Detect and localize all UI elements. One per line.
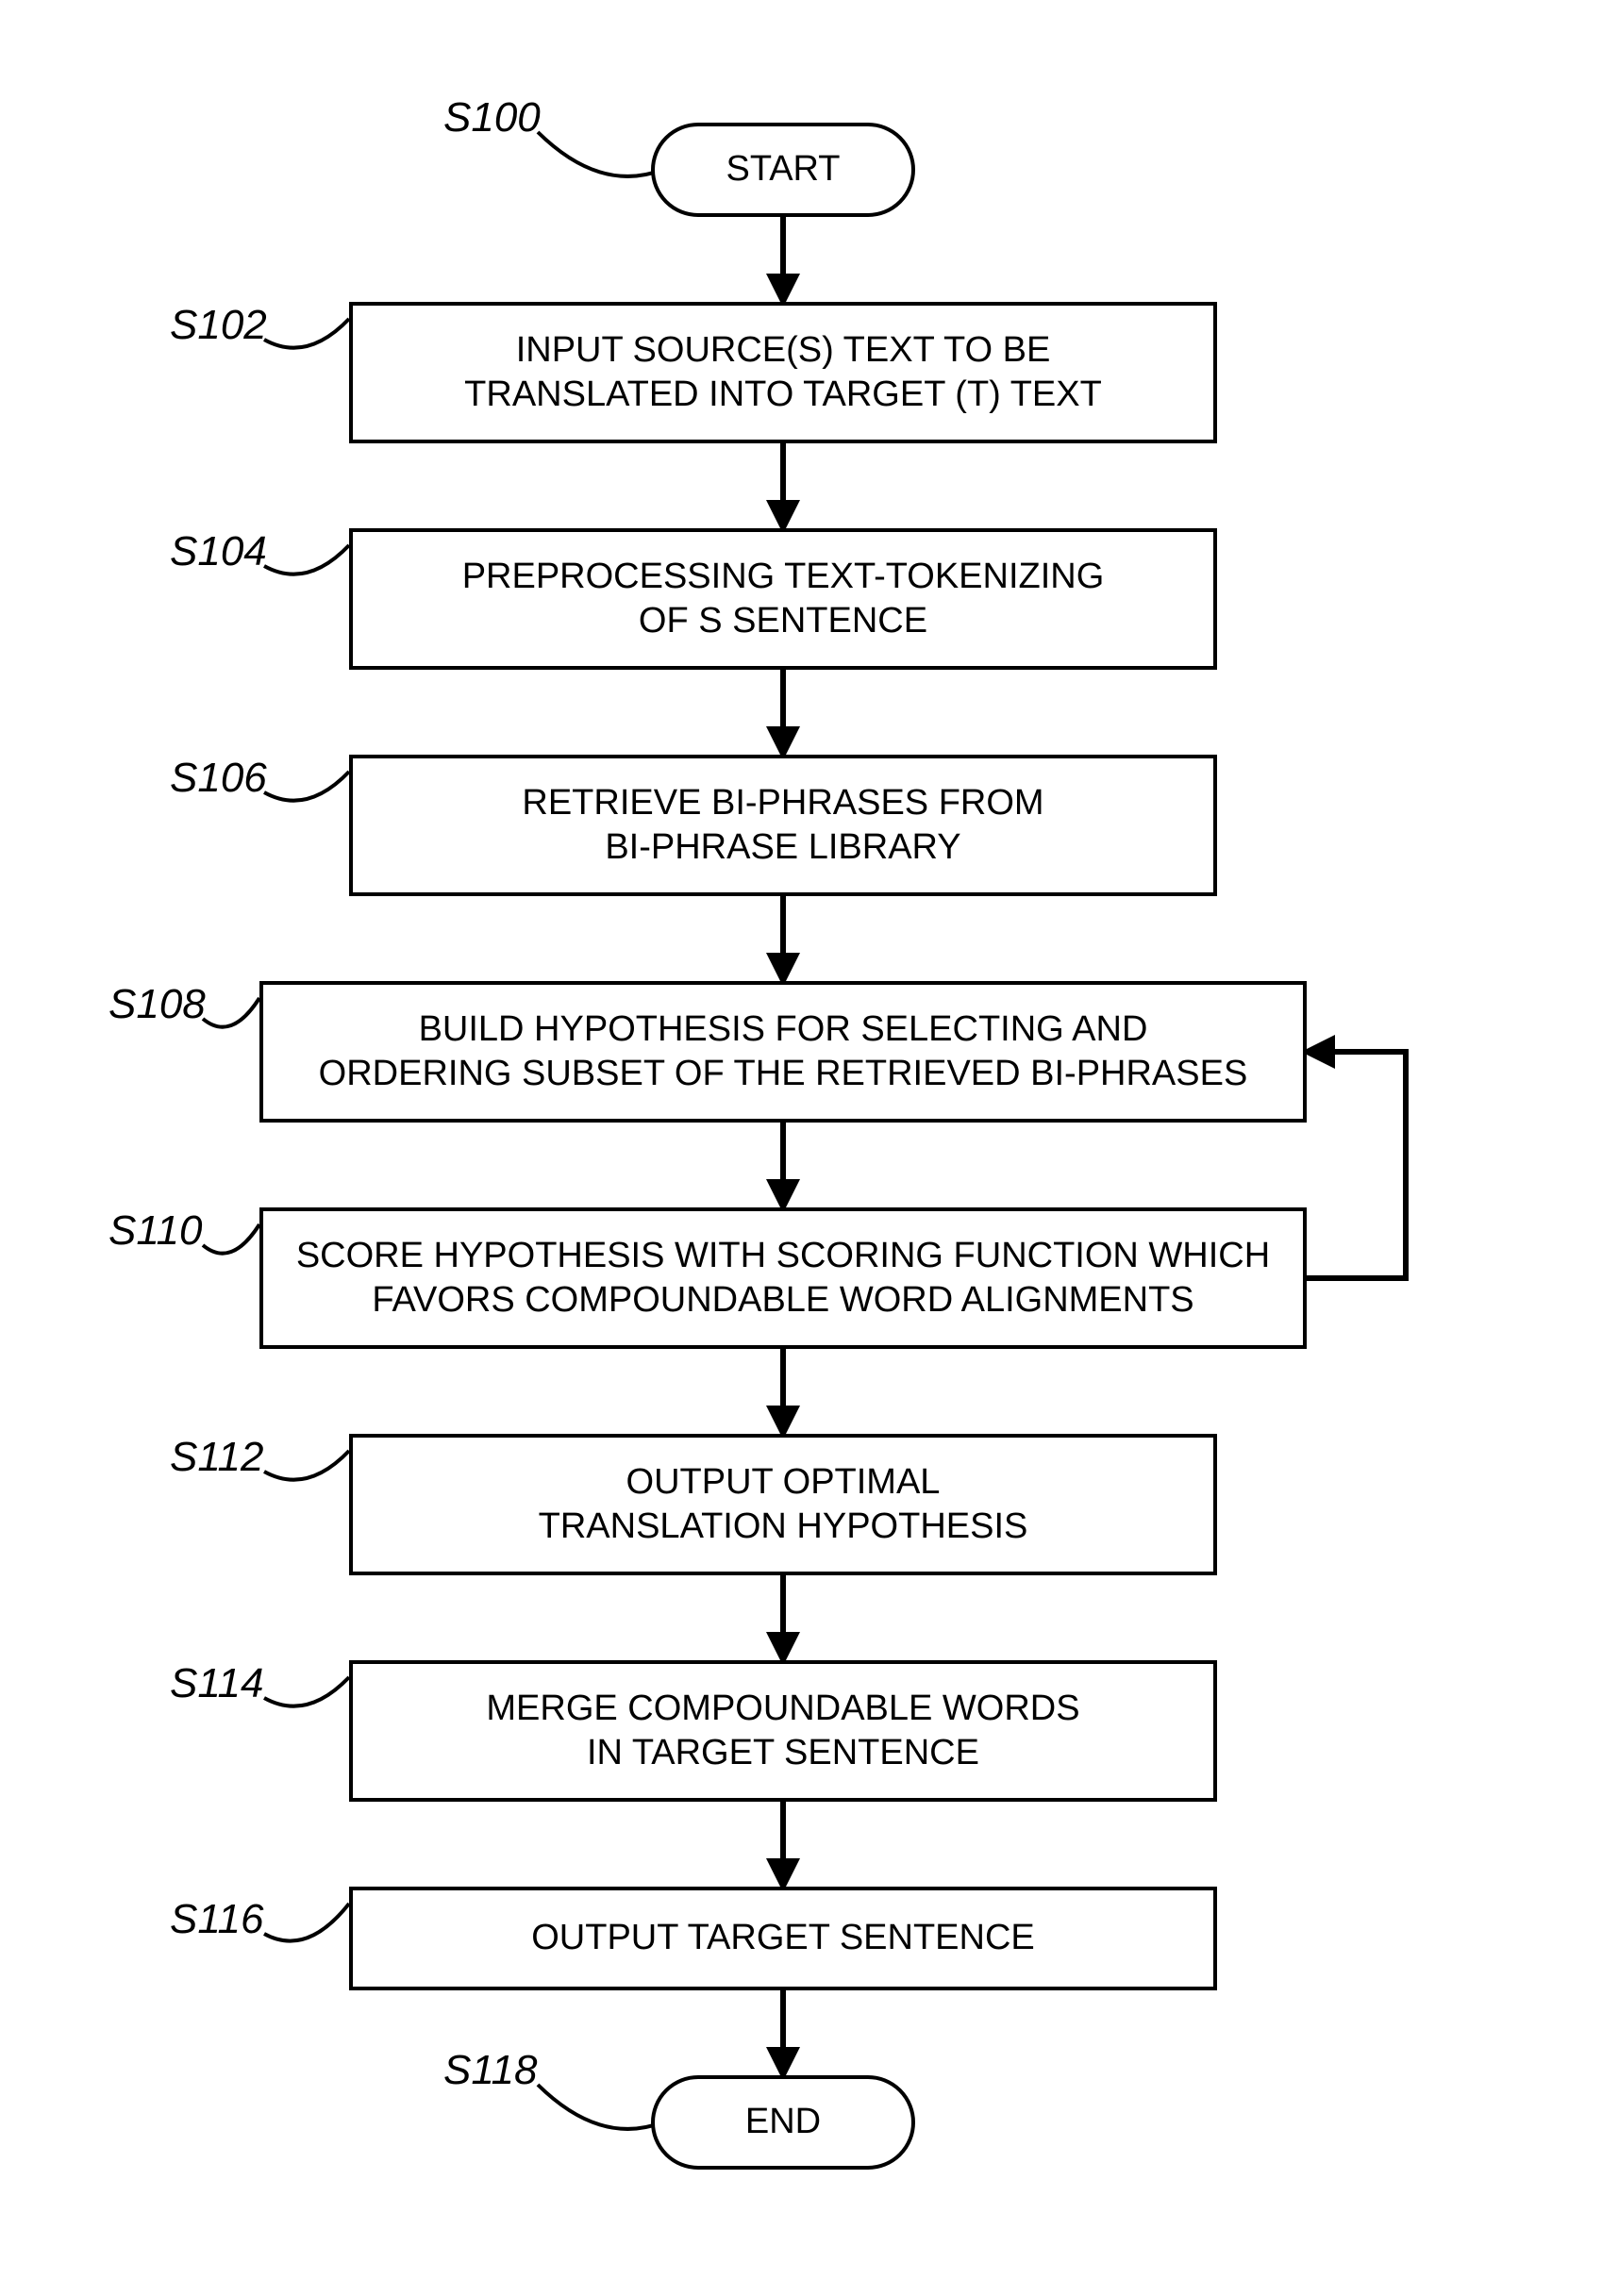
flowchart-node-s104: PREPROCESSING TEXT-TOKENIZING OF S SENTE… <box>349 528 1217 670</box>
node-text: INPUT SOURCE(S) TEXT TO BE TRANSLATED IN… <box>451 328 1115 418</box>
step-label-end: S118 <box>443 2047 538 2094</box>
step-label-s116: S116 <box>170 1896 264 1943</box>
flowchart-node-s114: MERGE COMPOUNDABLE WORDS IN TARGET SENTE… <box>349 1660 1217 1802</box>
step-label-s104: S104 <box>170 528 267 575</box>
step-label-s114: S114 <box>170 1660 264 1707</box>
node-text: OUTPUT OPTIMAL TRANSLATION HYPOTHESIS <box>526 1460 1042 1550</box>
step-label-s110: S110 <box>108 1207 203 1255</box>
flowchart-node-s112: OUTPUT OPTIMAL TRANSLATION HYPOTHESIS <box>349 1434 1217 1575</box>
flowchart-node-s110: SCORE HYPOTHESIS WITH SCORING FUNCTION W… <box>259 1207 1307 1349</box>
node-text: BUILD HYPOTHESIS FOR SELECTING AND ORDER… <box>306 1007 1261 1097</box>
node-text: START <box>712 147 853 192</box>
arrow-s110-to-s108 <box>1307 1052 1406 1278</box>
flowchart-node-start: START <box>651 123 915 217</box>
step-label-s102: S102 <box>170 302 267 349</box>
flowchart-node-s106: RETRIEVE BI-PHRASES FROM BI-PHRASE LIBRA… <box>349 755 1217 896</box>
flowchart-node-s116: OUTPUT TARGET SENTENCE <box>349 1887 1217 1990</box>
node-text: RETRIEVE BI-PHRASES FROM BI-PHRASE LIBRA… <box>509 781 1057 871</box>
label-connector-s110 <box>203 1224 259 1254</box>
label-connector-end <box>538 2085 662 2129</box>
node-text: SCORE HYPOTHESIS WITH SCORING FUNCTION W… <box>283 1234 1283 1323</box>
step-label-s112: S112 <box>170 1434 264 1481</box>
label-connector-s114 <box>264 1677 349 1706</box>
label-connector-s108 <box>203 998 259 1027</box>
label-connector-s106 <box>264 772 349 801</box>
step-label-start: S100 <box>443 94 541 141</box>
flowchart-node-end: END <box>651 2075 915 2170</box>
node-text: OUTPUT TARGET SENTENCE <box>518 1916 1047 1961</box>
node-text: MERGE COMPOUNDABLE WORDS IN TARGET SENTE… <box>473 1687 1093 1776</box>
label-connector-s116 <box>264 1904 349 1941</box>
label-connector-start <box>538 132 662 176</box>
label-connector-s102 <box>264 319 349 348</box>
node-text: END <box>732 2100 834 2145</box>
node-text: PREPROCESSING TEXT-TOKENIZING OF S SENTE… <box>449 555 1118 644</box>
label-connector-s112 <box>264 1451 349 1480</box>
step-label-s108: S108 <box>108 981 206 1028</box>
flowchart-node-s102: INPUT SOURCE(S) TEXT TO BE TRANSLATED IN… <box>349 302 1217 443</box>
label-connector-s104 <box>264 545 349 574</box>
step-label-s106: S106 <box>170 755 267 802</box>
flowchart-node-s108: BUILD HYPOTHESIS FOR SELECTING AND ORDER… <box>259 981 1307 1123</box>
